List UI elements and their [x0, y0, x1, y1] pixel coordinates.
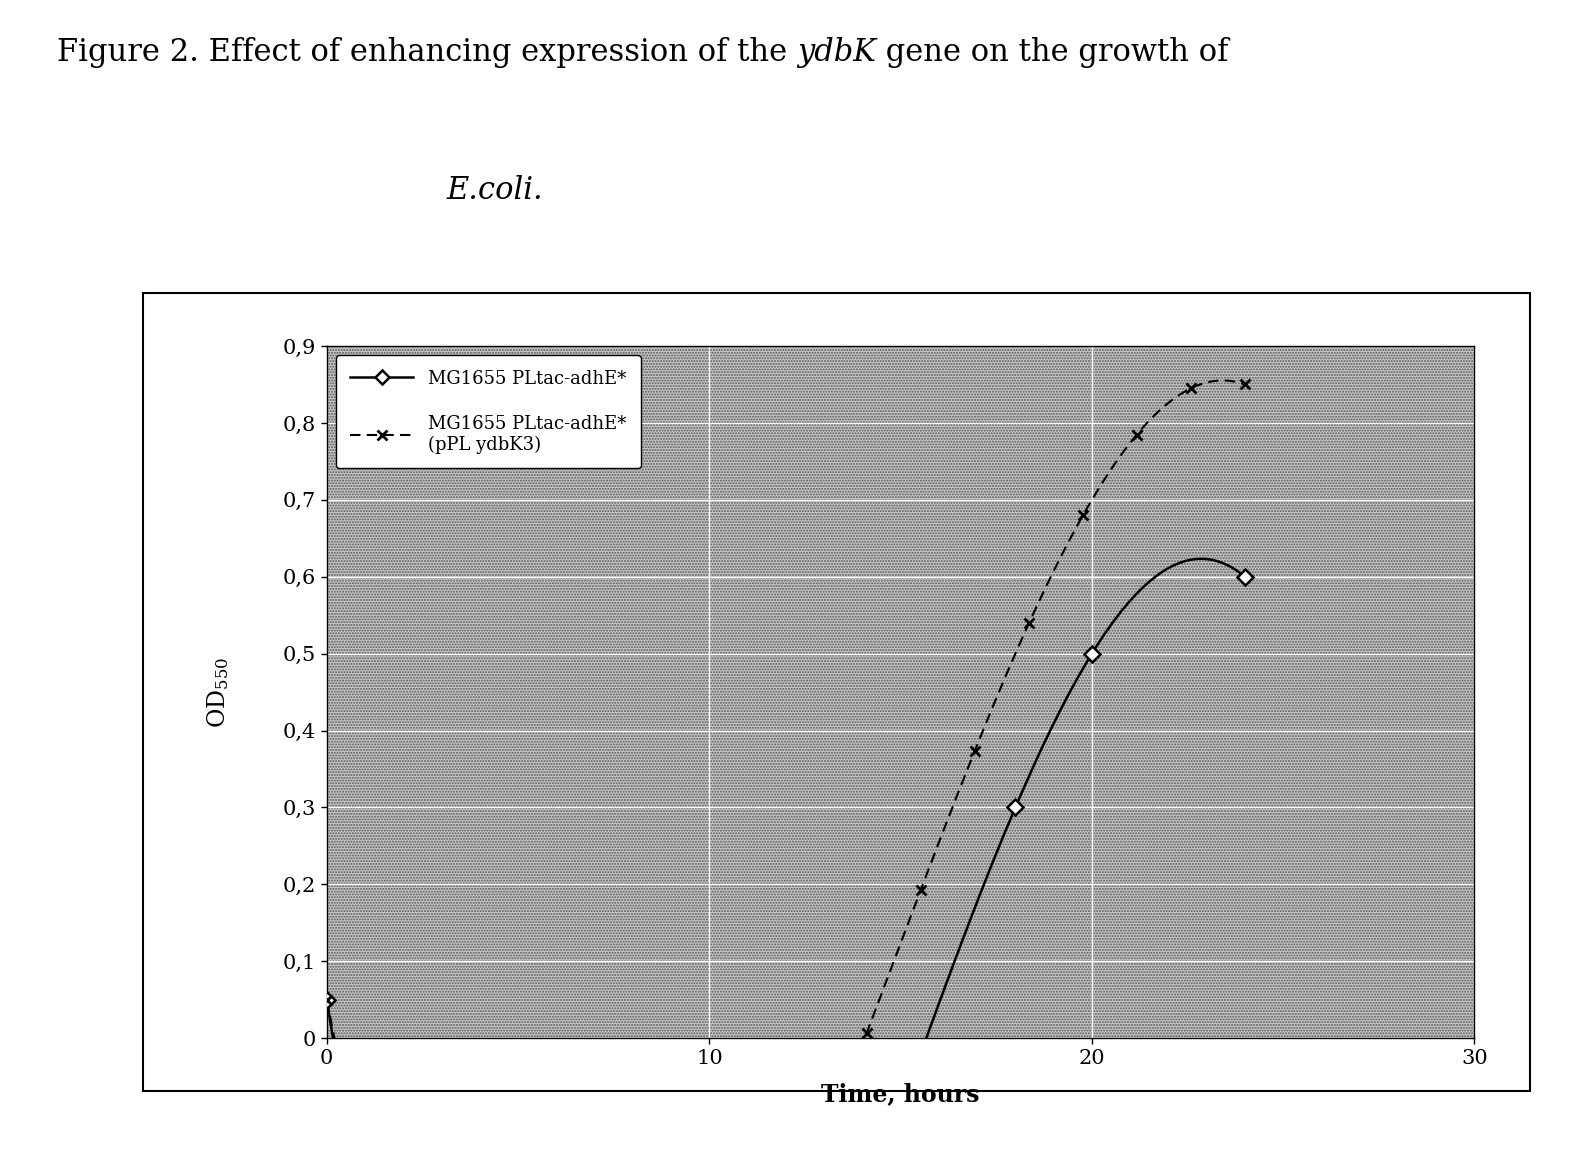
Text: gene on the growth of: gene on the growth of [877, 38, 1229, 68]
Text: ydbK: ydbK [797, 38, 877, 68]
Text: Figure 2. Effect of enhancing expression of the: Figure 2. Effect of enhancing expression… [57, 38, 797, 68]
Legend: MG1655 PLtac-adhE*, MG1655 PLtac-adhE*
(pPL ydbK3): MG1655 PLtac-adhE*, MG1655 PLtac-adhE* (… [336, 355, 641, 468]
X-axis label: Time, hours: Time, hours [821, 1083, 980, 1106]
Bar [327, 346, 1474, 1038]
Text: E.coli.: E.coli. [446, 175, 544, 206]
Text: $\mathregular{OD_{550}}$: $\mathregular{OD_{550}}$ [204, 657, 231, 727]
